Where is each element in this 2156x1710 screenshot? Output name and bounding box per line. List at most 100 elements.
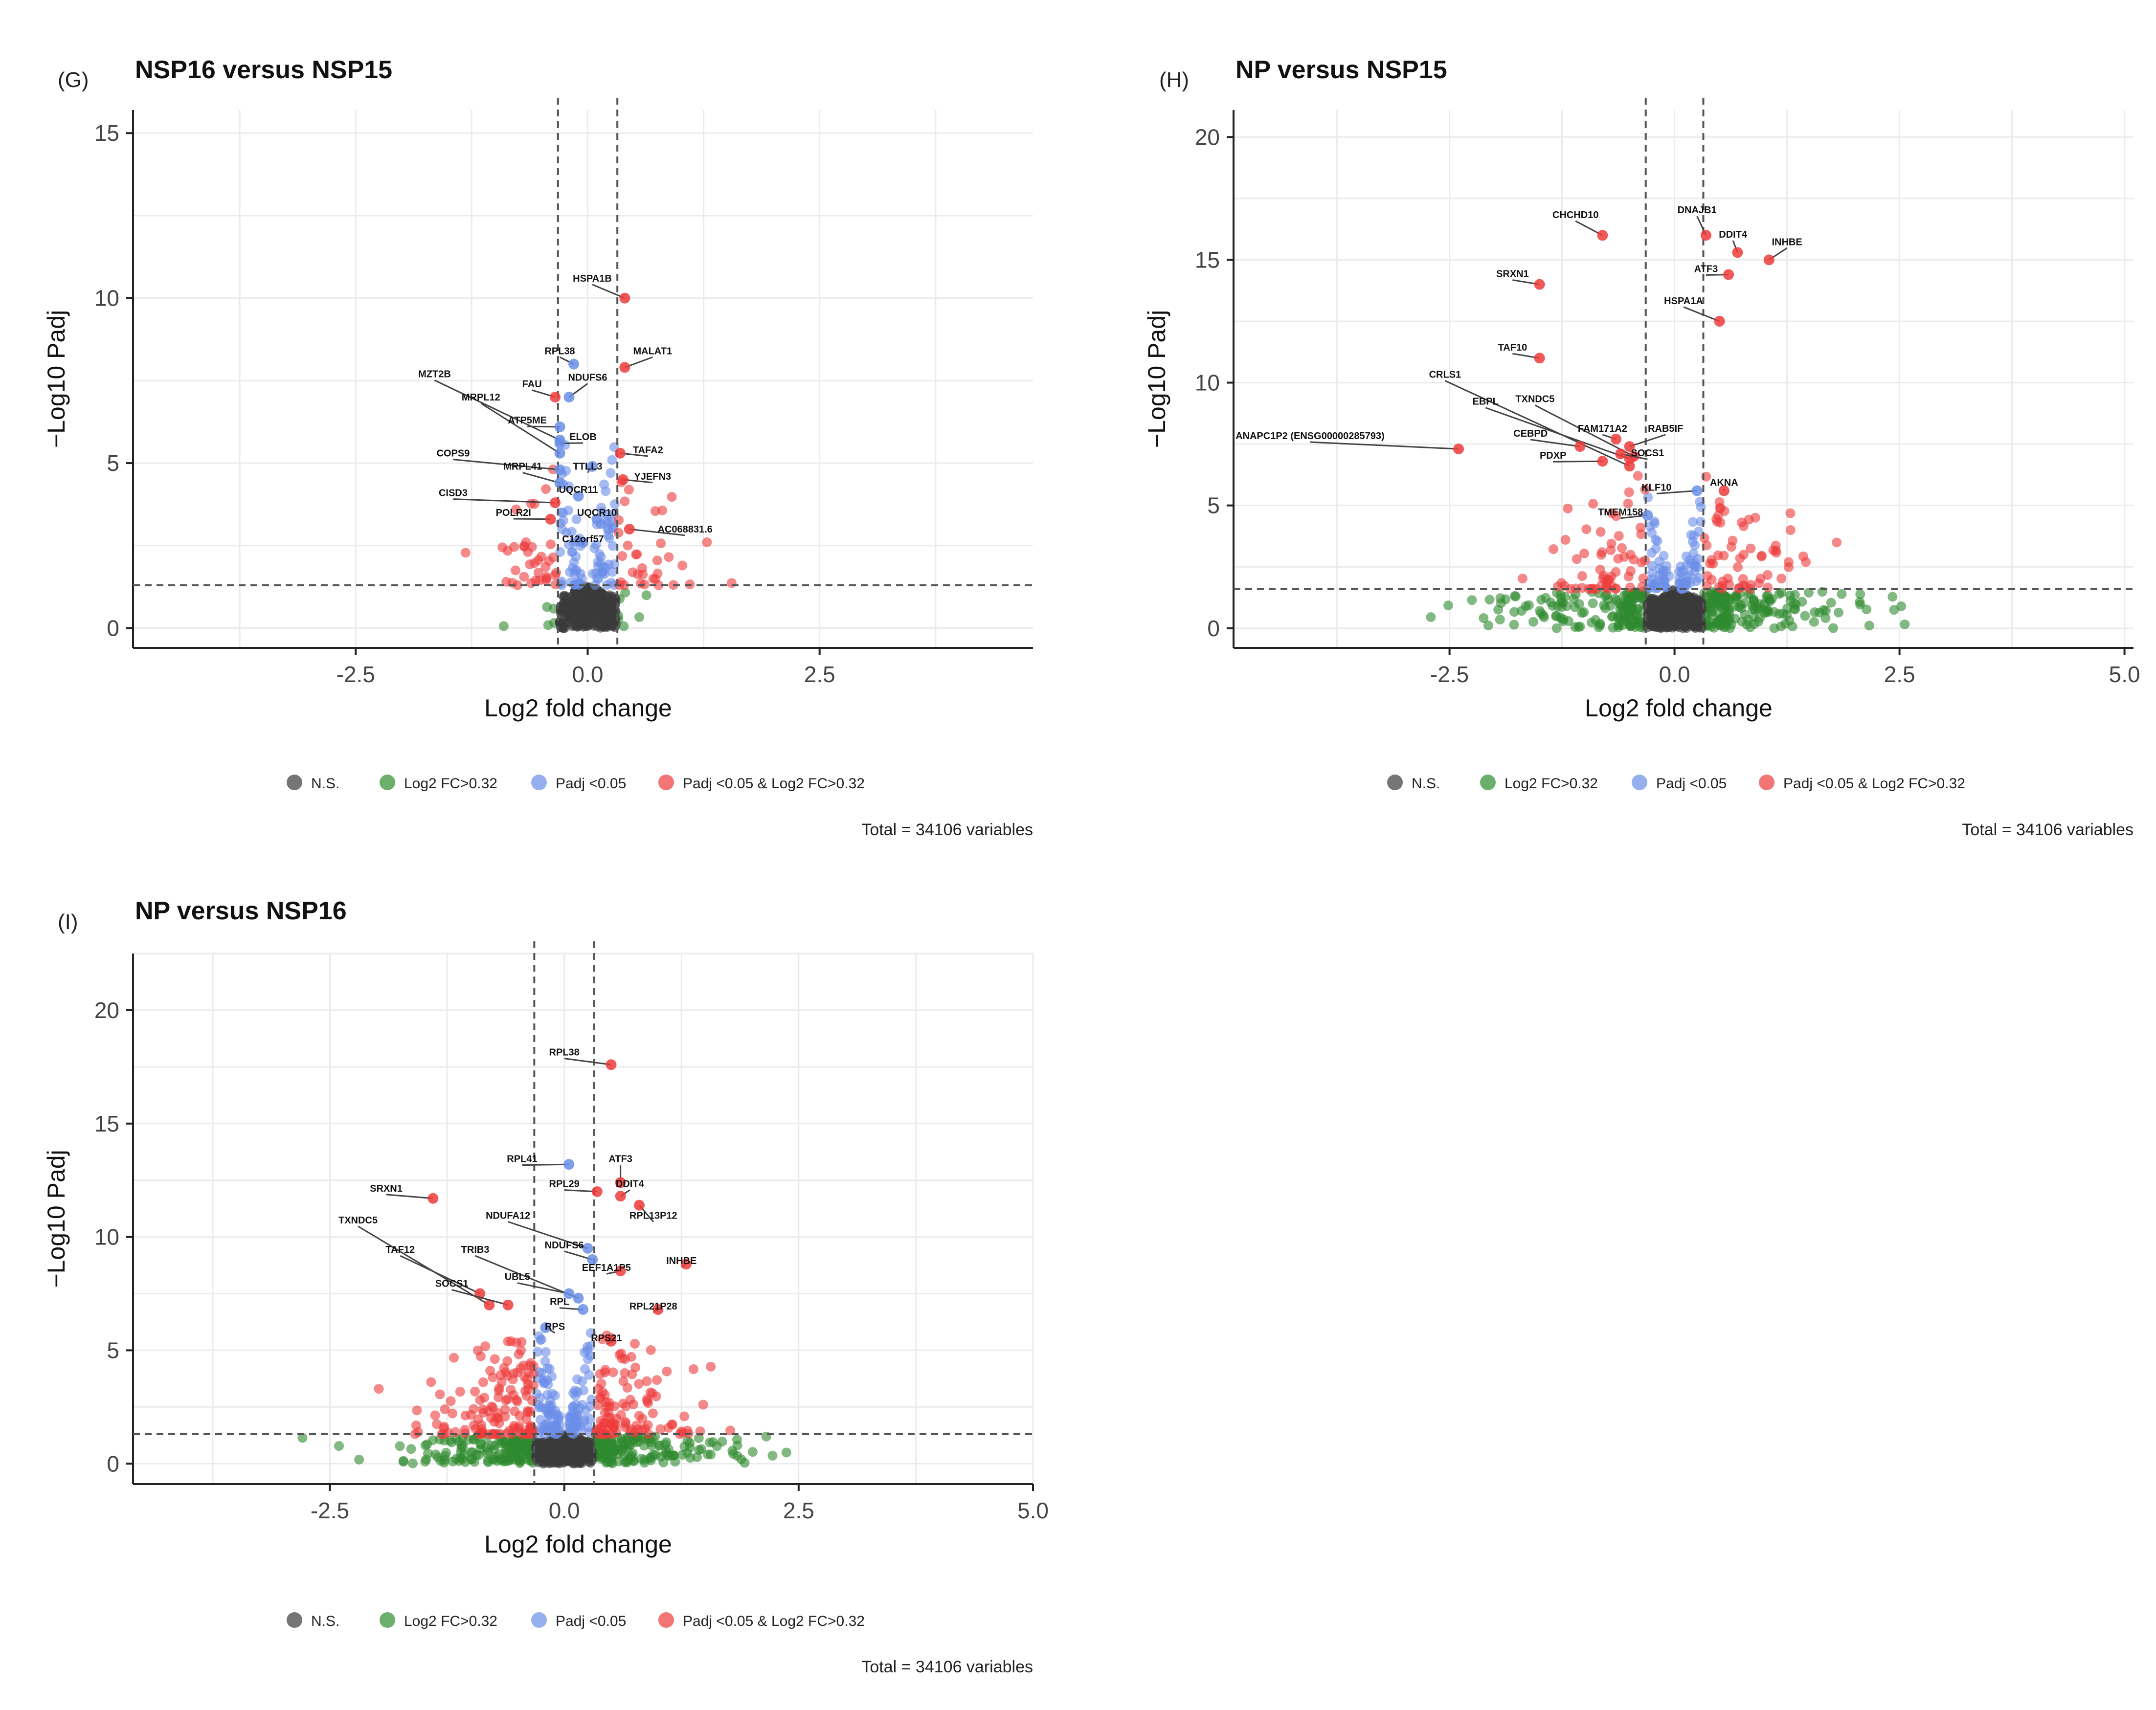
point-log2fc bbox=[1588, 598, 1598, 608]
point-log2fc bbox=[1626, 610, 1636, 621]
point-padj-and-log2fc bbox=[1595, 527, 1606, 537]
point-log2fc bbox=[507, 1445, 517, 1456]
point-log2fc bbox=[1889, 605, 1899, 615]
point-ns bbox=[555, 1436, 565, 1446]
point-log2fc bbox=[1737, 617, 1747, 627]
chart-title: NSP16 versus NSP15 bbox=[135, 56, 392, 84]
gene-connector bbox=[1553, 460, 1603, 463]
point-padj bbox=[591, 539, 601, 550]
point-padj-and-log2fc bbox=[1707, 575, 1717, 585]
point-log2fc bbox=[1467, 595, 1477, 605]
scatter-points bbox=[1426, 471, 1910, 633]
point-padj-and-log2fc bbox=[1625, 582, 1635, 593]
point-log2fc bbox=[297, 1433, 308, 1443]
point-padj-and-log2fc bbox=[634, 1411, 644, 1421]
point-log2fc bbox=[1629, 619, 1639, 629]
point-ns bbox=[575, 1452, 585, 1462]
gene-point bbox=[606, 1335, 617, 1347]
point-padj-and-log2fc bbox=[1746, 579, 1756, 590]
point-padj bbox=[553, 1415, 563, 1425]
volcano-panel-1: (G) NSP16 versus NSP15 -2.5 0.0 2.5 0 5 10 15 Log… bbox=[43, 56, 1033, 839]
point-log2fc bbox=[1528, 617, 1538, 627]
gene-point bbox=[1624, 441, 1635, 452]
point-log2fc bbox=[668, 1450, 678, 1461]
point-log2fc bbox=[1769, 607, 1779, 617]
point-padj bbox=[557, 524, 567, 534]
point-padj-and-log2fc bbox=[374, 1384, 384, 1394]
gene-point bbox=[615, 1266, 626, 1277]
point-padj-and-log2fc bbox=[1596, 550, 1606, 560]
point-padj-and-log2fc bbox=[446, 1396, 456, 1406]
point-padj-and-log2fc bbox=[544, 556, 554, 566]
point-log2fc bbox=[608, 1444, 618, 1454]
gene-label: TRIB3 bbox=[461, 1244, 490, 1255]
caption: Total = 34106 variables bbox=[1962, 821, 2134, 839]
gene-connector bbox=[522, 1163, 569, 1166]
point-padj-and-log2fc bbox=[478, 1407, 489, 1418]
point-padj-and-log2fc bbox=[1629, 555, 1639, 565]
point-log2fc bbox=[1855, 589, 1865, 600]
gene-point bbox=[1624, 461, 1635, 472]
point-padj bbox=[1687, 536, 1698, 547]
point-log2fc bbox=[767, 1450, 778, 1461]
point-padj-and-log2fc bbox=[616, 1348, 627, 1358]
point-padj-and-log2fc bbox=[1619, 552, 1630, 562]
point-padj-and-log2fc bbox=[618, 1376, 629, 1386]
point-log2fc bbox=[1711, 598, 1721, 608]
point-padj-and-log2fc bbox=[527, 1396, 538, 1406]
point-padj-and-log2fc bbox=[1711, 514, 1722, 524]
legend: N.S. Log2 FC>0.32 Padj <0.05 Padj <0.05 & L… bbox=[1387, 775, 1965, 792]
gene-point bbox=[680, 1259, 692, 1270]
point-padj-and-log2fc bbox=[652, 555, 662, 566]
point-padj-and-log2fc bbox=[430, 1410, 440, 1421]
point-padj-and-log2fc bbox=[657, 505, 668, 515]
gene-label: NDUFA12 bbox=[486, 1211, 530, 1221]
point-padj-and-log2fc bbox=[624, 485, 634, 495]
gene-point bbox=[1534, 279, 1545, 290]
point-log2fc bbox=[1570, 622, 1580, 632]
point-log2fc bbox=[1483, 621, 1493, 631]
point-padj-and-log2fc bbox=[667, 1420, 677, 1430]
point-padj bbox=[585, 1328, 596, 1338]
gene-label: AKNA bbox=[1710, 477, 1738, 488]
point-padj-and-log2fc bbox=[1517, 574, 1527, 584]
point-log2fc bbox=[623, 1443, 633, 1453]
gene-connector bbox=[1656, 490, 1697, 495]
gene-point bbox=[582, 1243, 593, 1254]
point-padj-and-log2fc bbox=[478, 1377, 488, 1387]
gene-point bbox=[652, 1304, 664, 1315]
point-padj-and-log2fc bbox=[470, 1386, 480, 1397]
gene-connector bbox=[629, 528, 685, 536]
legend-log2fc-key bbox=[380, 1612, 395, 1628]
point-padj-and-log2fc bbox=[517, 1337, 527, 1347]
point-padj-and-log2fc bbox=[1560, 534, 1571, 545]
gene-label: CISD3 bbox=[439, 488, 468, 499]
gene-point bbox=[554, 477, 565, 489]
gene-connector bbox=[1629, 434, 1666, 447]
gene-point bbox=[545, 513, 556, 525]
point-log2fc bbox=[1479, 613, 1489, 623]
gene-point bbox=[624, 524, 635, 535]
point-log2fc bbox=[1803, 587, 1814, 598]
point-log2fc bbox=[1509, 607, 1520, 617]
point-padj-and-log2fc bbox=[494, 1386, 504, 1396]
point-padj bbox=[607, 541, 618, 551]
point-padj-and-log2fc bbox=[1607, 508, 1617, 518]
legend-log2fc-text: Log2 FC>0.32 bbox=[404, 1613, 497, 1629]
point-log2fc bbox=[1790, 604, 1800, 615]
point-log2fc bbox=[1767, 594, 1777, 604]
legend-padj-and-log2fc-text: Padj <0.05 & Log2 FC>0.32 bbox=[683, 1613, 865, 1629]
gene-label: DDIT4 bbox=[1719, 229, 1748, 240]
point-log2fc bbox=[606, 1457, 616, 1467]
gene-connector bbox=[517, 1282, 569, 1294]
point-padj-and-log2fc bbox=[1746, 543, 1756, 554]
volcano-panel-2: (H) NP versus NSP15 -2.5 0.0 2.5 5.0 0 5 10 15 20 L… bbox=[1143, 56, 2140, 839]
point-padj-and-log2fc bbox=[1768, 545, 1778, 555]
point-padj-and-log2fc bbox=[646, 1345, 656, 1355]
x-tick-label: 0.0 bbox=[1659, 662, 1690, 687]
point-padj-and-log2fc bbox=[725, 1425, 736, 1436]
y-axis-title: −Log10 Padj bbox=[43, 1150, 70, 1288]
point-padj-and-log2fc bbox=[523, 1368, 534, 1378]
gene-label: ELOB bbox=[569, 432, 597, 443]
